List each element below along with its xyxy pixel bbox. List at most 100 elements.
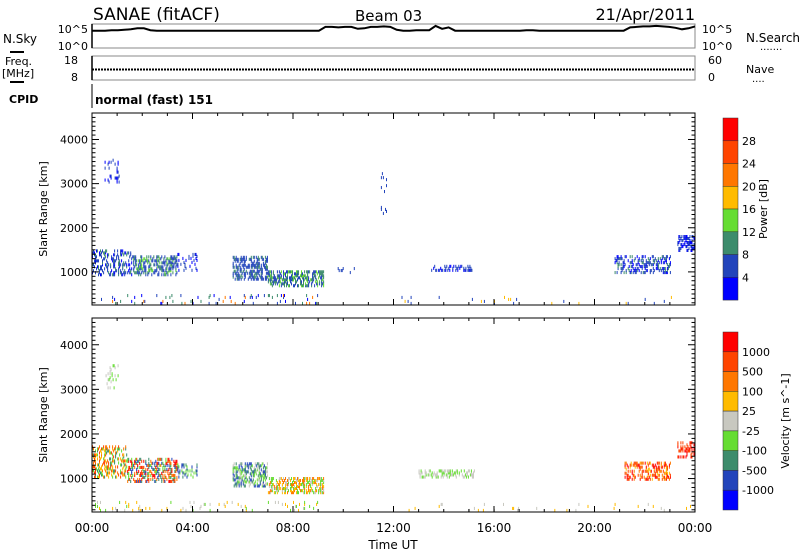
colorbar-tick-label: 4 — [742, 271, 749, 284]
data-cell — [257, 261, 259, 265]
data-cell — [106, 249, 108, 253]
data-cell — [687, 449, 689, 453]
data-cell — [143, 261, 145, 265]
data-cell — [638, 263, 640, 267]
data-cell — [320, 491, 322, 495]
data-cell — [693, 447, 695, 451]
data-cell — [167, 459, 169, 463]
data-cell — [136, 271, 138, 275]
data-cell — [677, 443, 679, 447]
data-cell — [299, 485, 300, 489]
data-cell — [113, 449, 115, 453]
data-cell — [629, 255, 631, 259]
data-cell — [169, 269, 171, 273]
data-cell — [666, 267, 668, 271]
data-cell — [309, 479, 311, 483]
data-cell — [102, 269, 103, 273]
data-cell — [657, 465, 659, 469]
data-cell — [106, 451, 108, 455]
data-cell — [691, 455, 693, 459]
data-cell — [636, 263, 638, 267]
data-cell — [196, 258, 198, 262]
data-cell — [646, 461, 648, 465]
data-cell — [623, 261, 625, 265]
data-cell — [616, 255, 618, 259]
data-cell — [171, 479, 173, 483]
data-cell — [139, 465, 141, 469]
data-cell — [137, 463, 139, 467]
data-cell — [349, 271, 351, 275]
colorbar-swatch — [722, 231, 739, 255]
data-cell — [110, 467, 112, 471]
data-cell — [95, 271, 96, 275]
data-cell — [288, 477, 289, 481]
data-cell — [195, 266, 197, 270]
data-cell — [96, 267, 97, 271]
data-cell — [141, 271, 143, 275]
data-cell — [693, 449, 695, 453]
data-cell — [318, 270, 320, 274]
data-cell — [139, 265, 141, 269]
data-cell — [630, 269, 632, 273]
data-cell — [253, 255, 255, 259]
data-cell — [172, 267, 174, 271]
data-cell — [386, 178, 387, 182]
data-cell — [120, 249, 122, 253]
data-cell — [103, 447, 105, 451]
data-cell — [313, 270, 315, 274]
data-cell — [647, 473, 649, 477]
data-cell — [233, 257, 235, 261]
data-cell — [664, 471, 666, 475]
data-cell — [106, 445, 108, 449]
data-cell — [264, 478, 266, 482]
data-cell — [290, 508, 291, 512]
data-cell — [164, 255, 166, 259]
data-cell — [93, 251, 94, 255]
data-cell — [140, 479, 142, 483]
data-cell — [175, 463, 177, 467]
data-cell — [250, 468, 252, 472]
data-cell — [237, 275, 239, 279]
data-cell — [144, 261, 146, 265]
data-cell — [138, 259, 140, 263]
data-cell — [137, 479, 139, 483]
data-cell — [233, 466, 235, 470]
data-cell — [239, 267, 241, 271]
data-cell — [443, 469, 445, 473]
data-cell — [170, 467, 172, 471]
data-cell — [269, 280, 271, 284]
data-cell — [136, 479, 138, 483]
data-cell — [629, 465, 631, 469]
data-cell — [304, 483, 306, 487]
data-cell — [118, 174, 120, 178]
data-cell — [105, 465, 107, 469]
data-cell — [320, 479, 322, 483]
data-cell — [94, 259, 95, 263]
data-cell — [668, 477, 670, 481]
data-cell — [140, 273, 142, 277]
data-cell — [663, 257, 665, 261]
data-cell — [272, 282, 274, 286]
data-cell — [649, 271, 651, 275]
data-cell — [94, 471, 95, 475]
data-cell — [153, 473, 155, 477]
data-cell — [285, 502, 286, 506]
data-cell — [235, 466, 237, 470]
data-cell — [691, 449, 693, 453]
data-cell — [97, 447, 98, 451]
data-cell — [236, 466, 238, 470]
data-cell — [260, 474, 262, 478]
data-cell — [139, 271, 141, 275]
data-cell — [199, 506, 201, 510]
data-cell — [107, 178, 109, 182]
data-cell — [641, 475, 643, 479]
data-cell — [258, 263, 260, 267]
data-cell — [159, 267, 161, 271]
data-cell — [460, 264, 462, 268]
data-cell — [114, 461, 116, 465]
data-cell — [115, 469, 117, 473]
data-cell — [265, 277, 267, 281]
data-cell — [693, 443, 695, 447]
data-cell — [686, 245, 688, 249]
data-cell — [448, 469, 450, 473]
